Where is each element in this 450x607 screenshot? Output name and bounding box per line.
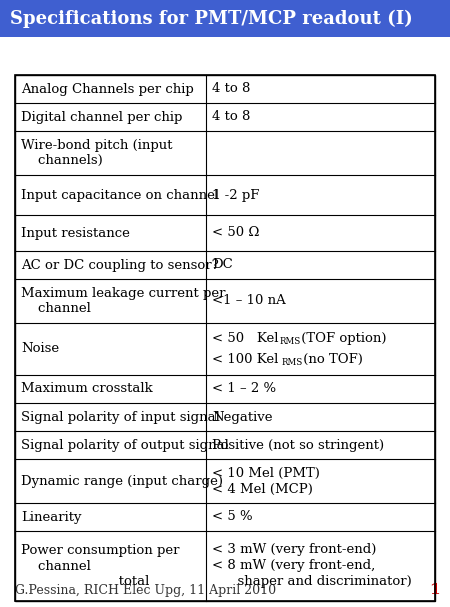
Text: 1: 1 <box>429 583 440 597</box>
Text: 4 to 8: 4 to 8 <box>212 83 251 95</box>
Text: Analog Channels per chip: Analog Channels per chip <box>21 83 194 95</box>
Text: Power consumption per
    channel
                       total: Power consumption per channel total <box>21 544 180 588</box>
Text: Noise: Noise <box>21 342 59 356</box>
Text: Positive (not so stringent): Positive (not so stringent) <box>212 438 384 452</box>
Text: < 5 %: < 5 % <box>212 510 253 523</box>
Text: Digital channel per chip: Digital channel per chip <box>21 110 182 123</box>
Text: Specifications for PMT/MCP readout (I): Specifications for PMT/MCP readout (I) <box>10 9 413 28</box>
Text: 4 to 8: 4 to 8 <box>212 110 251 123</box>
Text: < 50 Ω: < 50 Ω <box>212 226 260 240</box>
Text: Negative: Negative <box>212 410 273 424</box>
Text: (TOF option): (TOF option) <box>297 332 387 345</box>
Bar <box>15 75 435 601</box>
Text: Signal polarity of input signal: Signal polarity of input signal <box>21 410 220 424</box>
Text: < 3 mW (very front-end)
< 8 mW (very front-end,
      shaper and discriminator): < 3 mW (very front-end) < 8 mW (very fro… <box>212 543 412 589</box>
Text: 1 -2 pF: 1 -2 pF <box>212 189 260 202</box>
Bar <box>0 0 450 37</box>
Text: G.Pessina, RICH Elec Upg, 11 April 2010: G.Pessina, RICH Elec Upg, 11 April 2010 <box>15 584 276 597</box>
Text: < 50   Kel: < 50 Kel <box>212 332 279 345</box>
Text: Wire-bond pitch (input
    channels): Wire-bond pitch (input channels) <box>21 139 172 168</box>
Text: < 10 Mel (PMT)
< 4 Mel (MCP): < 10 Mel (PMT) < 4 Mel (MCP) <box>212 467 320 495</box>
Bar <box>15 75 435 601</box>
Text: AC or DC coupling to sensor?: AC or DC coupling to sensor? <box>21 259 219 271</box>
Text: (no TOF): (no TOF) <box>299 353 363 366</box>
Text: DC: DC <box>212 259 233 271</box>
Text: Signal polarity of output signal: Signal polarity of output signal <box>21 438 229 452</box>
Text: Input capacitance on channel: Input capacitance on channel <box>21 189 219 202</box>
Text: <1 – 10 nA: <1 – 10 nA <box>212 294 286 308</box>
Text: < 100 Kel: < 100 Kel <box>212 353 279 366</box>
Text: Dynamic range (input charge): Dynamic range (input charge) <box>21 475 223 487</box>
Text: RMS: RMS <box>281 358 302 367</box>
Text: < 1 – 2 %: < 1 – 2 % <box>212 382 276 396</box>
Text: Maximum crosstalk: Maximum crosstalk <box>21 382 153 396</box>
Text: Input resistance: Input resistance <box>21 226 130 240</box>
Text: Linearity: Linearity <box>21 510 81 523</box>
Text: Maximum leakage current per
    channel: Maximum leakage current per channel <box>21 287 225 315</box>
Text: RMS: RMS <box>279 337 300 346</box>
